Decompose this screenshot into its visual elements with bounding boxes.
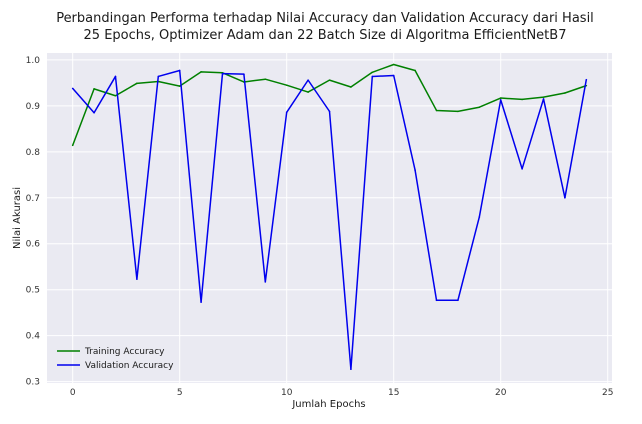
training-point-5 <box>178 85 181 87</box>
y-tick-label: 0.6 <box>26 240 41 250</box>
y-tick-label: 0.7 <box>26 194 40 204</box>
x-tick-label: 25 <box>602 388 613 398</box>
training-point-2 <box>114 94 117 97</box>
validation-point-1 <box>93 111 95 114</box>
series-layer <box>71 63 588 371</box>
training-point-15 <box>392 63 395 66</box>
training-point-1 <box>93 88 95 90</box>
training-point-18 <box>457 110 459 113</box>
validation-point-11 <box>307 79 309 81</box>
validation-point-20 <box>499 99 502 101</box>
x-ticks: 0 5 10 15 20 25 <box>70 388 614 398</box>
training-point-13 <box>350 86 352 88</box>
y-ticks: 0.3 0.4 0.5 0.6 0.7 0.8 0.9 1.0 <box>26 56 41 388</box>
training-point-0 <box>71 144 74 147</box>
validation-point-17 <box>435 299 438 302</box>
x-tick-label: 20 <box>495 388 507 398</box>
training-point-12 <box>328 79 331 81</box>
y-tick-label: 0.9 <box>26 102 41 112</box>
x-tick-label: 15 <box>388 388 399 398</box>
validation-point-13 <box>350 368 352 371</box>
validation-point-14 <box>371 75 374 78</box>
training-point-16 <box>414 69 416 72</box>
validation-point-12 <box>328 110 331 113</box>
x-tick-label: 0 <box>70 388 76 398</box>
training-point-20 <box>499 97 502 99</box>
training-point-11 <box>307 91 309 93</box>
legend: Training Accuracy Validation Accuracy <box>57 347 174 371</box>
validation-point-24 <box>585 78 588 81</box>
y-tick-label: 0.5 <box>26 286 40 296</box>
validation-point-19 <box>478 216 481 218</box>
y-tick-label: 0.4 <box>26 332 41 342</box>
training-point-3 <box>136 82 138 85</box>
chart-title-line2: 25 Epochs, Optimizer Adam dan 22 Batch S… <box>84 28 567 43</box>
validation-point-21 <box>521 168 523 170</box>
validation-point-8 <box>243 73 245 75</box>
validation-point-9 <box>264 281 267 283</box>
y-tick-label: 0.8 <box>26 148 41 158</box>
training-point-19 <box>478 106 481 109</box>
validation-point-5 <box>178 69 181 72</box>
x-tick-label: 5 <box>177 388 183 398</box>
training-point-9 <box>264 78 267 80</box>
training-point-10 <box>285 84 288 86</box>
legend-label-training: Training Accuracy <box>84 347 165 357</box>
training-point-6 <box>200 71 202 73</box>
validation-point-16 <box>414 169 416 172</box>
training-point-23 <box>564 92 566 94</box>
y-tick-label: 0.3 <box>26 378 40 388</box>
validation-point-10 <box>285 111 288 114</box>
validation-point-22 <box>542 98 545 100</box>
validation-point-3 <box>136 278 138 280</box>
y-tick-label: 1.0 <box>26 56 41 66</box>
validation-point-6 <box>200 301 202 303</box>
training-point-22 <box>542 96 545 98</box>
training-point-17 <box>435 109 438 112</box>
training-point-14 <box>371 71 374 74</box>
validation-point-23 <box>564 196 566 199</box>
legend-label-validation: Validation Accuracy <box>85 361 174 371</box>
training-point-21 <box>521 98 523 101</box>
validation-point-2 <box>114 75 117 78</box>
plot-area <box>47 53 612 383</box>
y-axis-label: Nilai Akurasi <box>12 187 23 249</box>
validation-point-7 <box>221 72 224 75</box>
validation-point-18 <box>457 299 459 302</box>
x-tick-label: 10 <box>281 388 293 398</box>
chart-title-line1: Perbandingan Performa terhadap Nilai Acc… <box>56 11 594 26</box>
validation-point-4 <box>157 75 160 78</box>
validation-point-0 <box>71 87 74 90</box>
x-axis-label: Jumlah Epochs <box>291 399 365 410</box>
validation-point-15 <box>392 74 395 77</box>
grid <box>47 53 612 383</box>
